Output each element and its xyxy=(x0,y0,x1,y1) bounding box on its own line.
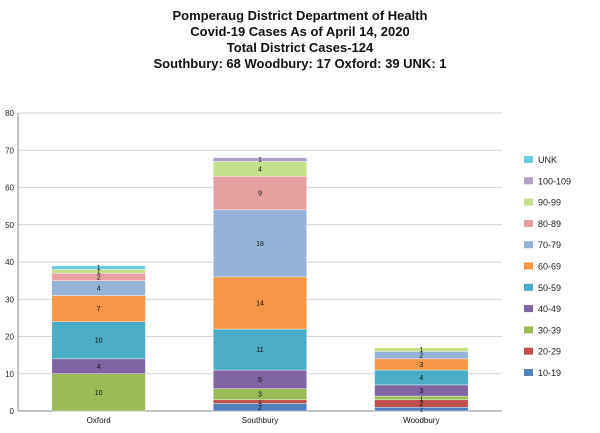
data-label: 4 xyxy=(419,375,423,382)
bar-segment xyxy=(213,176,307,211)
data-label: 4 xyxy=(258,166,262,173)
data-label: 9 xyxy=(258,191,262,198)
y-tick-label: 30 xyxy=(5,295,14,304)
chart-title-line-3: Total District Cases-124 xyxy=(226,40,374,55)
chart-title-line-1: Pomperaug District Department of Health xyxy=(172,8,428,23)
bar-segment xyxy=(213,209,307,278)
y-tick-label: 50 xyxy=(5,221,14,230)
legend-label: 80-89 xyxy=(538,219,561,229)
legend-swatch xyxy=(524,198,533,206)
bar-segment xyxy=(213,276,307,330)
legend-label: 10-19 xyxy=(538,368,561,378)
legend-swatch xyxy=(524,241,533,249)
data-label: 2 xyxy=(419,401,423,408)
y-tick-label: 0 xyxy=(10,407,15,416)
legend-label: 50-59 xyxy=(538,283,561,293)
y-tick-label: 60 xyxy=(5,184,14,193)
data-label: 18 xyxy=(256,241,264,248)
legend-swatch xyxy=(524,326,533,334)
y-tick-label: 40 xyxy=(5,258,14,267)
data-label: 2 xyxy=(97,274,101,281)
y-tick-label: 20 xyxy=(5,333,14,342)
bar-segment xyxy=(51,373,146,412)
data-label: 7 xyxy=(97,306,101,313)
x-category-label: Oxford xyxy=(87,416,111,425)
data-label: 2 xyxy=(419,353,423,360)
data-label: 11 xyxy=(256,347,263,354)
data-label: 1 xyxy=(258,157,262,164)
chart-title-line-4: Southbury: 68 Woodbury: 17 Oxford: 39 UN… xyxy=(153,56,447,71)
legend-label: 30-39 xyxy=(538,325,561,335)
legend-swatch xyxy=(524,262,533,270)
data-label: 1 xyxy=(258,399,262,406)
data-label: 3 xyxy=(419,362,423,369)
data-label: 1 xyxy=(97,269,101,276)
data-label: 1 xyxy=(419,347,423,354)
x-category-label: Woodbury xyxy=(403,416,439,425)
legend-swatch xyxy=(524,369,533,376)
y-tick-label: 70 xyxy=(5,146,14,155)
bar-segment xyxy=(213,157,307,162)
legend-label: UNK xyxy=(538,155,557,165)
bar-segment xyxy=(51,265,146,270)
legend-swatch xyxy=(524,347,533,355)
legend-swatch xyxy=(524,156,533,163)
data-label: 2 xyxy=(258,405,262,412)
chart-title-block: Pomperaug District Department of Health … xyxy=(0,8,600,72)
data-label: 1 xyxy=(419,395,423,402)
data-label: 10 xyxy=(95,338,103,345)
data-label: 3 xyxy=(258,392,262,399)
data-label: 10 xyxy=(95,390,103,397)
data-label: 5 xyxy=(258,377,262,384)
legend-label: 90-99 xyxy=(538,198,561,208)
data-label: 1 xyxy=(97,265,101,272)
data-label: 14 xyxy=(256,300,264,307)
data-label: 4 xyxy=(97,364,101,371)
y-tick-label: 10 xyxy=(5,370,14,379)
legend-label: 60-69 xyxy=(538,262,561,272)
data-label: 1 xyxy=(419,407,423,414)
data-label: 4 xyxy=(97,286,101,293)
legend-label: 40-49 xyxy=(538,304,561,314)
x-category-label: Southbury xyxy=(242,416,278,425)
chart-title-line-2: Covid-19 Cases As of April 14, 2020 xyxy=(190,24,410,39)
legend-swatch xyxy=(524,283,533,291)
y-tick-label: 80 xyxy=(5,109,14,118)
legend-swatch xyxy=(524,219,533,227)
legend-label: 100-109 xyxy=(538,176,571,186)
data-label: 3 xyxy=(419,388,423,395)
bar-segment xyxy=(51,295,146,322)
legend-label: 20-29 xyxy=(538,347,561,357)
legend-label: 70-79 xyxy=(538,240,561,250)
bar-segment xyxy=(374,347,469,352)
bar-segment xyxy=(213,328,307,371)
legend-swatch xyxy=(524,177,533,185)
legend-swatch xyxy=(524,305,533,313)
